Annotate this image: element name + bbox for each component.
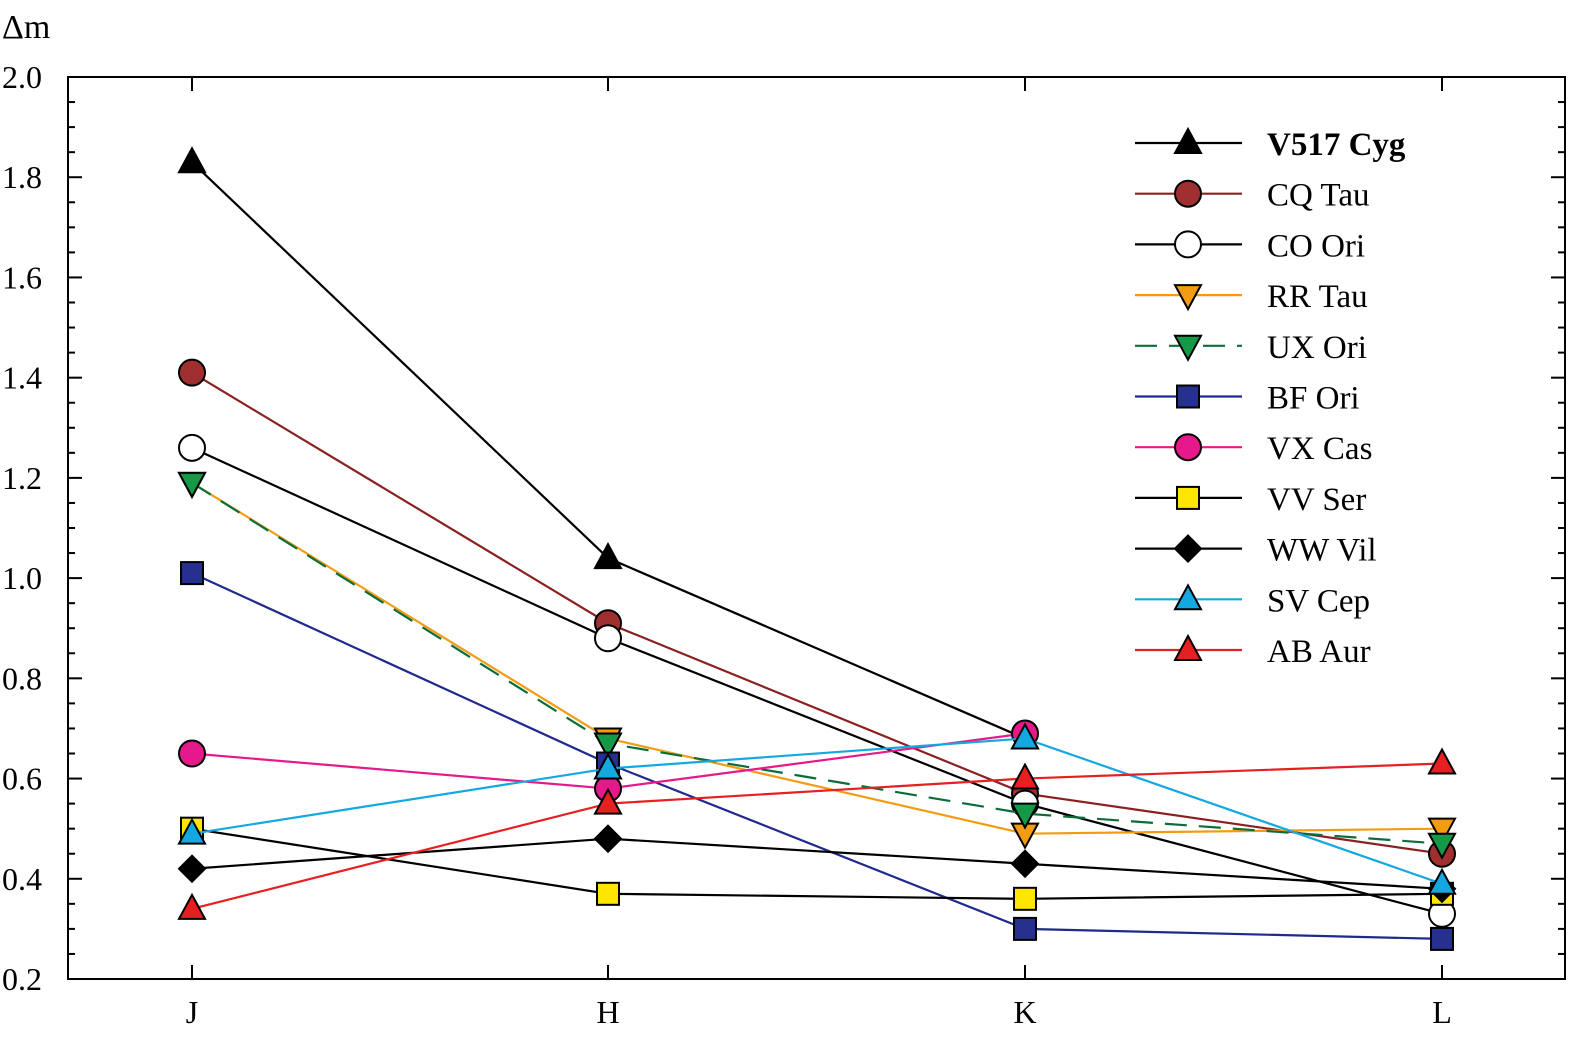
data-point bbox=[1427, 867, 1457, 895]
y-tick-label: 1.6 bbox=[2, 259, 42, 295]
y-tick-label: 2.0 bbox=[2, 59, 42, 95]
legend-item: BF Ori bbox=[1135, 381, 1360, 417]
y-tick-label: 1.4 bbox=[2, 360, 42, 396]
legend-marker bbox=[1173, 583, 1203, 611]
legend-label: WW Vil bbox=[1267, 533, 1377, 569]
data-point bbox=[177, 471, 207, 499]
series-vv-ser bbox=[180, 816, 1454, 911]
legend-marker bbox=[1174, 230, 1202, 259]
series-line bbox=[191, 371, 1443, 855]
legend-item: VV Ser bbox=[1135, 482, 1366, 518]
series-line bbox=[191, 837, 1443, 890]
series-line bbox=[191, 446, 1443, 915]
series-line bbox=[191, 572, 1443, 941]
data-point bbox=[593, 732, 623, 760]
legend-marker bbox=[1174, 433, 1202, 462]
data-point bbox=[1427, 832, 1457, 860]
series-co-ori bbox=[178, 433, 1456, 928]
legend-item: AB Aur bbox=[1135, 633, 1371, 670]
legend-label: VX Cas bbox=[1267, 431, 1372, 467]
data-point bbox=[178, 358, 206, 387]
data-point bbox=[1430, 926, 1454, 951]
series-ab-aur bbox=[177, 747, 1457, 920]
legend-item: RR Tau bbox=[1135, 279, 1368, 315]
legend: V517 Cyg CQ Tau CO Ori RR Tau UX Ori BF Ori VX… bbox=[1135, 126, 1406, 670]
series-ux-ori bbox=[177, 471, 1457, 860]
series-layer bbox=[177, 146, 1457, 951]
legend-label: AB Aur bbox=[1267, 634, 1371, 670]
series-sv-cep bbox=[177, 722, 1457, 895]
data-point bbox=[594, 624, 622, 653]
data-point bbox=[178, 433, 206, 462]
data-point bbox=[1010, 722, 1040, 750]
legend-item: VX Cas bbox=[1135, 431, 1372, 467]
data-point bbox=[177, 817, 207, 845]
legend-label: CO Ori bbox=[1267, 228, 1365, 264]
legend-label: V517 Cyg bbox=[1267, 127, 1406, 163]
data-point bbox=[593, 787, 623, 815]
series-line bbox=[191, 737, 1443, 885]
data-point bbox=[1010, 802, 1040, 830]
y-tick-label: 1.0 bbox=[2, 560, 42, 596]
data-point bbox=[593, 824, 623, 854]
data-point bbox=[593, 541, 623, 570]
data-point bbox=[1013, 916, 1037, 941]
data-point bbox=[178, 739, 206, 768]
legend-item: V517 Cyg bbox=[1135, 126, 1406, 163]
legend-label: SV Cep bbox=[1267, 583, 1370, 619]
legend-marker bbox=[1176, 485, 1200, 510]
legend-item: UX Ori bbox=[1135, 330, 1367, 366]
y-tick-label: 0.2 bbox=[2, 961, 42, 997]
legend-marker bbox=[1173, 534, 1203, 564]
y-tick-label: 1.8 bbox=[2, 159, 42, 195]
y-tick-label: 0.8 bbox=[2, 660, 42, 696]
data-point bbox=[177, 854, 207, 884]
series-bf-ori bbox=[180, 561, 1454, 951]
legend-item: CQ Tau bbox=[1135, 178, 1370, 214]
data-point bbox=[177, 892, 207, 920]
legend-label: UX Ori bbox=[1267, 330, 1367, 366]
series-line bbox=[191, 827, 1443, 900]
legend-marker bbox=[1173, 334, 1203, 362]
x-tick-label: J bbox=[186, 994, 198, 1030]
series-line bbox=[191, 762, 1443, 910]
y-tick-label: 0.6 bbox=[2, 761, 42, 797]
data-point bbox=[593, 752, 623, 780]
legend-marker bbox=[1173, 633, 1203, 661]
data-point bbox=[1013, 886, 1037, 911]
y-tick-label: 0.4 bbox=[2, 861, 42, 897]
legend-marker bbox=[1173, 284, 1203, 312]
legend-marker bbox=[1176, 384, 1200, 409]
data-point bbox=[596, 881, 620, 906]
y-tick-label: 1.2 bbox=[2, 460, 42, 496]
legend-marker bbox=[1174, 179, 1202, 208]
x-tick-label: H bbox=[596, 994, 619, 1030]
x-tick-label: L bbox=[1432, 994, 1452, 1030]
x-tick-label: K bbox=[1013, 994, 1036, 1030]
legend-marker bbox=[1173, 126, 1203, 154]
data-point bbox=[1010, 762, 1040, 790]
series-line bbox=[191, 481, 1443, 835]
data-point bbox=[1010, 849, 1040, 879]
legend-item: SV Cep bbox=[1135, 583, 1370, 619]
legend-label: RR Tau bbox=[1267, 279, 1368, 315]
y-axis-label: Δm bbox=[2, 9, 50, 46]
data-point bbox=[1427, 747, 1457, 775]
series-line bbox=[191, 481, 1443, 845]
data-point bbox=[1427, 817, 1457, 845]
series-v517-cyg bbox=[177, 146, 1040, 750]
axes: 0.2 0.4 0.6 0.8 1.0 1.2 1.4 1.6 1.8 2.0 J H K L bbox=[2, 59, 1565, 1030]
data-point bbox=[180, 561, 204, 586]
legend-label: VV Ser bbox=[1267, 482, 1366, 518]
data-point bbox=[177, 146, 207, 174]
legend-item: WW Vil bbox=[1135, 533, 1377, 569]
legend-label: BF Ori bbox=[1267, 381, 1360, 417]
legend-label: CQ Tau bbox=[1267, 178, 1370, 214]
legend-item: CO Ori bbox=[1135, 228, 1365, 264]
